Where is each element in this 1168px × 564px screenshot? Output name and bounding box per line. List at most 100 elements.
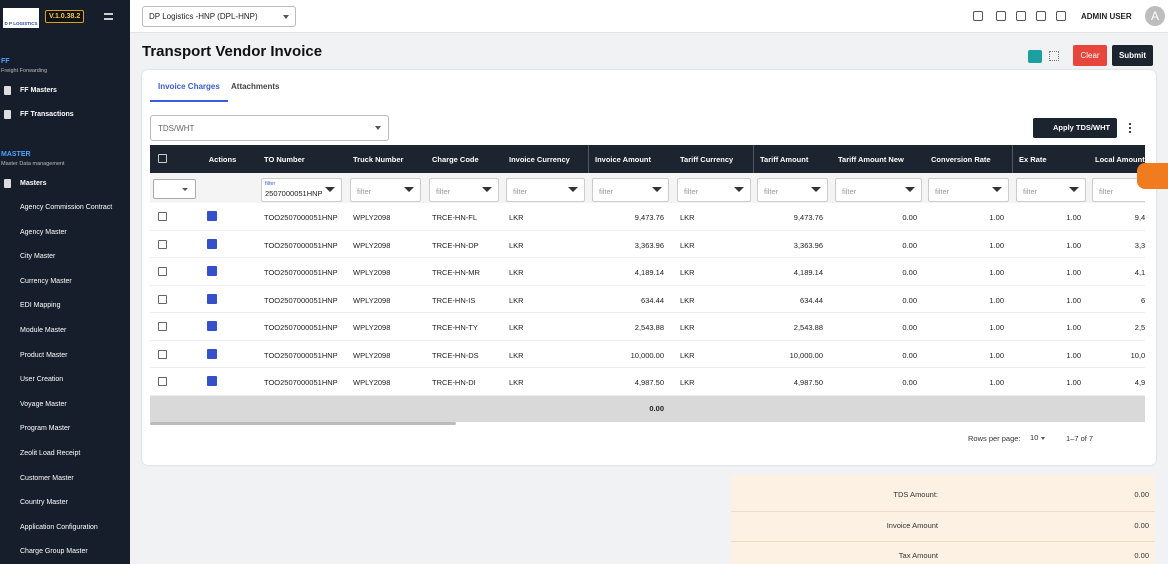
cell: TOO2507000051HNP [264,323,338,332]
row-checkbox[interactable] [158,377,167,386]
filter-input[interactable]: filter [592,178,669,202]
cell: TOO2507000051HNP [264,350,338,360]
cell: 634.44 [800,295,823,305]
submenu-item[interactable]: Currency Master [20,277,72,285]
rows-select[interactable]: 10 [1030,433,1039,442]
cell: LKR [509,350,524,360]
submenu-item[interactable]: Zeolit Load Receipt [20,450,81,457]
filter-input[interactable]: filter [506,178,585,202]
cell: LKR [680,350,695,360]
filter-placeholder: filter [1099,187,1114,196]
row-action-icon[interactable] [207,266,217,276]
filter-input[interactable]: filter [1016,178,1086,202]
select-arrow [283,15,289,22]
filter-input[interactable]: filter [1092,178,1145,202]
filter-input[interactable]: filter [350,178,421,202]
column-header: Local Amount [1095,155,1145,164]
tab-active[interactable]: Invoice Charges [150,82,228,102]
filter-input[interactable]: filter [677,178,751,202]
row-action-icon[interactable] [207,348,217,359]
top-icon[interactable] [1016,11,1026,21]
submenu-item[interactable]: Program Master [20,425,71,433]
filter-input[interactable]: filter [429,178,499,202]
cell: 0.00 [902,295,917,305]
submenu-item[interactable]: Charge Group Master [20,548,88,556]
submenu-item[interactable]: Customer Master [20,474,74,482]
cell: 1.00 [989,378,1004,387]
cell: 0.00 [902,350,917,360]
apply-button[interactable]: Apply TDS/WHT [1033,118,1117,138]
summary-value: 0.00 [1134,551,1149,560]
row-action-icon[interactable] [207,376,217,386]
filter-placeholder: filter [935,187,950,196]
row-checkbox[interactable] [158,294,167,304]
menu-item[interactable]: FF Masters [20,87,57,94]
row-action-icon[interactable] [207,211,217,221]
submenu-item[interactable]: City Master [20,253,56,261]
tds-select[interactable]: TDS/WHT [150,115,389,141]
filter-input[interactable]: filter [757,178,828,202]
view-toggle[interactable] [1049,51,1059,61]
cell: 1.00 [989,323,1004,332]
cell: LKR [680,323,695,332]
submenu-item[interactable]: User Creation [20,376,64,384]
cell: 4,987.50 [1134,378,1145,387]
cell: 4,987.50 [634,378,664,387]
top-icon[interactable] [996,11,1006,21]
clear-button[interactable]: Clear [1073,45,1107,66]
filter-placeholder: filter [599,187,614,196]
floating-tab[interactable] [1137,163,1168,189]
menu-item[interactable]: FF Transactions [20,111,74,118]
column-header: Actions [208,155,237,164]
submit-button[interactable]: Submit [1112,45,1153,66]
submenu-item[interactable]: EDI Mapping [20,302,61,310]
cell: 0.00 [902,323,917,332]
top-icon[interactable] [973,11,983,21]
cell: TRCE-HN-TY [432,323,478,332]
company-select[interactable]: DP Logistics -HNP (DPL-HNP) [142,6,296,27]
row-checkbox[interactable] [158,239,167,249]
tab[interactable]: Attachments [231,82,280,91]
cell: 0.00 [902,213,917,222]
view-toggle[interactable] [1028,50,1042,63]
to-number-filter[interactable]: filter 2507000051HNP [261,178,342,202]
row-action-icon[interactable] [207,321,217,331]
top-icon[interactable] [1056,11,1066,21]
avatar: A [1145,6,1165,26]
row-checkbox[interactable] [158,322,167,331]
filter-value: 2507000051HNP [265,189,323,198]
summary-label: TDS Amount: [893,490,938,499]
header-checkbox[interactable] [158,154,167,163]
row-checkbox[interactable] [158,349,167,359]
submenu-item[interactable]: Agency Commission Contract [20,204,113,211]
table-row [150,231,1145,258]
cell: LKR [680,295,695,305]
submenu-item[interactable]: Country Master [20,499,68,507]
top-icon[interactable] [1036,11,1046,21]
cell: 0.00 [902,240,917,250]
filter-input[interactable]: filter [928,178,1009,202]
row-action-icon[interactable] [207,238,217,249]
submenu-item[interactable]: Product Master [20,351,68,359]
submenu-item[interactable]: Application Configuration [20,523,98,531]
cell: LKR [509,240,524,250]
filter-icon [652,187,662,192]
header-divider [753,145,754,173]
action-filter-select[interactable] [153,179,196,199]
cell: 3,363.96 [634,240,664,250]
select-arrow [182,188,188,194]
row-action-icon[interactable] [207,293,217,304]
cell: LKR [509,295,524,305]
more-menu[interactable] [1129,123,1131,133]
submenu-item[interactable]: Module Master [20,327,67,334]
cell: 9,473.76 [1134,213,1145,222]
row-checkbox[interactable] [158,267,167,276]
menu-item[interactable]: Masters [20,180,47,187]
filter-input[interactable]: filter [835,178,922,202]
summary-panel [731,475,1155,564]
row-checkbox[interactable] [158,212,167,221]
submenu-item[interactable]: Voyage Master [20,400,67,408]
cell: 3,363.96 [1134,240,1145,250]
submenu-item[interactable]: Agency Master [20,228,67,236]
